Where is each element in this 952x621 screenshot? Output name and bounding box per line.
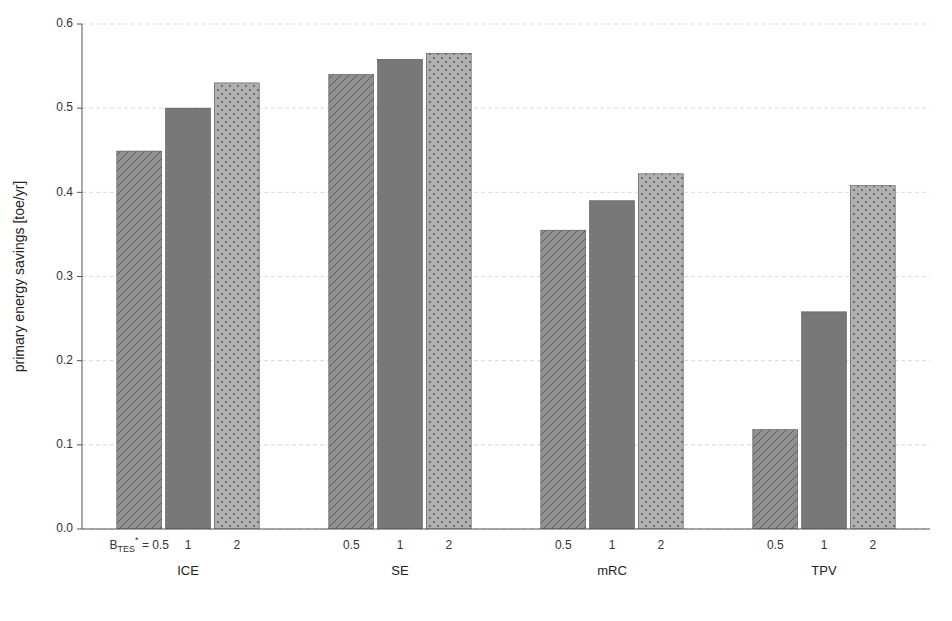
y-tick-label: 0.0	[56, 521, 73, 535]
bar	[426, 53, 471, 529]
bar-label: 2	[445, 538, 452, 552]
bar	[378, 59, 423, 529]
chart: 0.0 0.1 0.2 0.3 0.4 0.5 0.6 BTES* = 0.5 1 2 ICE 0.5…	[0, 0, 952, 621]
bar	[802, 312, 847, 529]
y-tick	[77, 192, 82, 193]
bar-label: 2	[657, 538, 664, 552]
bar	[117, 151, 162, 529]
y-tick	[77, 529, 82, 530]
bar	[214, 83, 259, 529]
bar	[166, 108, 211, 529]
bar-label: 0.5	[555, 538, 572, 552]
bar	[638, 174, 683, 529]
y-tick-label: 0.2	[56, 353, 73, 367]
group-label: TPV	[811, 563, 837, 578]
y-axis: 0.0 0.1 0.2 0.3 0.4 0.5 0.6	[56, 16, 82, 535]
group-label: ICE	[177, 563, 199, 578]
group-label: mRC	[597, 563, 627, 578]
y-tick-label: 0.5	[56, 100, 73, 114]
grid-line	[82, 24, 930, 25]
bar-label: 0.5	[767, 538, 784, 552]
group-label: SE	[391, 563, 409, 578]
y-tick	[77, 444, 82, 445]
y-tick-label: 0.1	[56, 437, 73, 451]
bar-label: 2	[869, 538, 876, 552]
series-label-base: B	[110, 538, 118, 552]
bar-label: 1	[397, 538, 404, 552]
bar	[850, 186, 895, 529]
y-tick	[77, 108, 82, 109]
y-tick-label: 0.6	[56, 16, 73, 30]
x-labels: BTES* = 0.5 1 2 ICE 0.5 1 2 SE 0.5 1 2 mRC 0.5 1 2 TPV	[110, 535, 877, 578]
y-tick-label: 0.3	[56, 269, 73, 283]
bar	[753, 430, 798, 529]
series-name: 0.5	[152, 538, 169, 552]
y-tick	[77, 24, 82, 25]
bars	[117, 53, 895, 529]
y-axis-label: primary energy savings [toe/yr]	[11, 181, 27, 372]
series-label-sep: =	[139, 538, 153, 552]
bar-label: 1	[821, 538, 828, 552]
bar-label: 2	[233, 538, 240, 552]
y-tick-label: 0.4	[56, 185, 73, 199]
bar	[590, 201, 635, 529]
bar	[329, 75, 374, 530]
bar-label: 0.5	[343, 538, 360, 552]
bar-label: BTES* = 0.5	[110, 535, 170, 554]
bar-label: 1	[185, 538, 192, 552]
grid-line	[82, 529, 930, 530]
series-label-sub: TES	[118, 544, 136, 554]
x-axis-line	[82, 529, 930, 530]
y-axis-line	[82, 24, 83, 529]
bar	[541, 230, 586, 529]
bar-label: 1	[609, 538, 616, 552]
y-tick	[77, 360, 82, 361]
y-tick	[77, 276, 82, 277]
grid	[82, 24, 930, 529]
